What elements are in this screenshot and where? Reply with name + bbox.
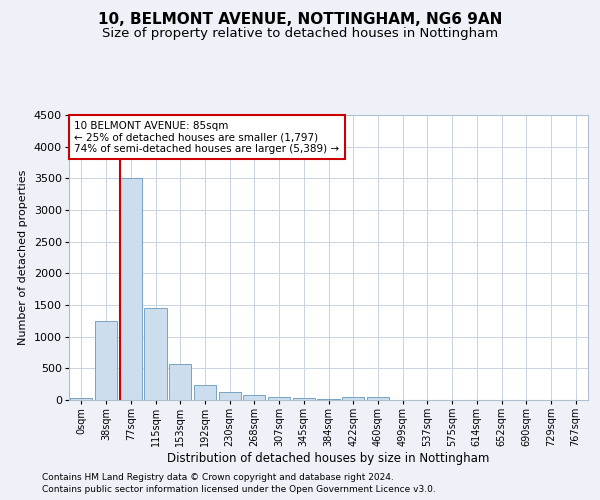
Bar bbox=[95, 321, 117, 400]
Text: Contains public sector information licensed under the Open Government Licence v3: Contains public sector information licen… bbox=[42, 485, 436, 494]
Bar bbox=[169, 364, 191, 400]
Bar bbox=[243, 395, 265, 400]
X-axis label: Distribution of detached houses by size in Nottingham: Distribution of detached houses by size … bbox=[167, 452, 490, 465]
Bar bbox=[293, 398, 315, 400]
Y-axis label: Number of detached properties: Number of detached properties bbox=[19, 170, 28, 345]
Bar bbox=[119, 178, 142, 400]
Bar bbox=[194, 386, 216, 400]
Bar bbox=[367, 396, 389, 400]
Bar bbox=[218, 392, 241, 400]
Bar bbox=[342, 397, 364, 400]
Bar bbox=[145, 308, 167, 400]
Text: Contains HM Land Registry data © Crown copyright and database right 2024.: Contains HM Land Registry data © Crown c… bbox=[42, 472, 394, 482]
Text: Size of property relative to detached houses in Nottingham: Size of property relative to detached ho… bbox=[102, 28, 498, 40]
Bar bbox=[268, 397, 290, 400]
Text: 10, BELMONT AVENUE, NOTTINGHAM, NG6 9AN: 10, BELMONT AVENUE, NOTTINGHAM, NG6 9AN bbox=[98, 12, 502, 28]
Bar bbox=[70, 398, 92, 400]
Text: 10 BELMONT AVENUE: 85sqm
← 25% of detached houses are smaller (1,797)
74% of sem: 10 BELMONT AVENUE: 85sqm ← 25% of detach… bbox=[74, 120, 340, 154]
